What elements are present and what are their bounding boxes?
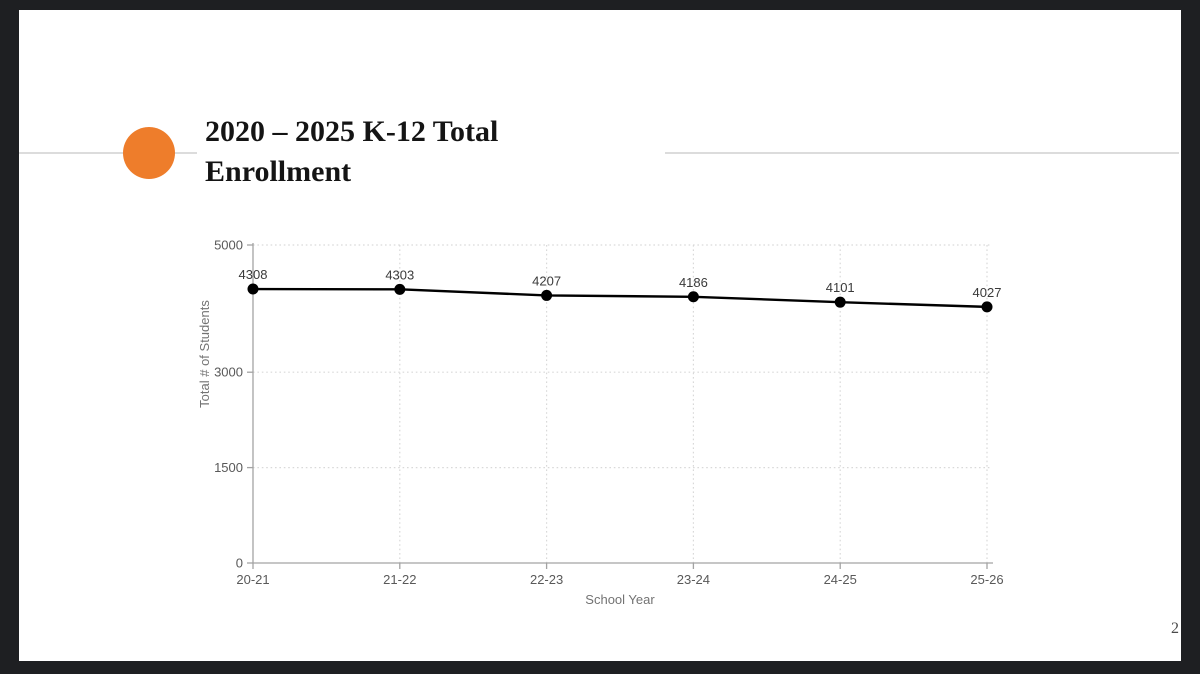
slide-title-line2: Enrollment <box>205 155 352 188</box>
accent-circle-icon <box>123 127 175 179</box>
data-point <box>834 296 846 308</box>
y-axis-title: Total # of Students <box>197 300 212 408</box>
x-tick-label: 22-23 <box>530 572 563 587</box>
x-tick-label: 23-24 <box>677 572 710 587</box>
data-label: 4027 <box>973 285 1002 300</box>
y-tick-label: 1500 <box>214 460 243 475</box>
y-tick-label: 5000 <box>214 238 243 253</box>
data-point <box>247 283 259 295</box>
gridlines <box>253 244 991 563</box>
page-number: 2 <box>1171 620 1179 637</box>
data-label: 4303 <box>385 267 414 282</box>
data-point <box>687 291 699 303</box>
x-tick-label: 25-26 <box>970 572 1003 587</box>
data-point <box>541 289 553 301</box>
data-label: 4207 <box>532 273 561 288</box>
y-tick-label: 0 <box>236 556 243 571</box>
data-point <box>981 301 993 313</box>
x-tick-label: 20-21 <box>236 572 269 587</box>
x-tick-label: 21-22 <box>383 572 416 587</box>
slide-title-line1: 2020 – 2025 K-12 Total <box>205 115 499 148</box>
data-label: 4308 <box>239 267 268 282</box>
data-label: 4186 <box>679 275 708 290</box>
slide-title: 2020 – 2025 K-12 Total Enrollment <box>205 112 498 192</box>
slide: 2020 – 2025 K-12 Total Enrollment 0 1500 3… <box>19 10 1181 661</box>
header-divider-left <box>19 152 197 154</box>
data-point <box>394 283 406 295</box>
header-divider-right <box>665 152 1179 154</box>
x-axis-title: School Year <box>585 592 655 607</box>
enrollment-line-chart: 0 1500 3000 5000 20-21 21-22 22-23 23-24 24-25 25… <box>197 238 1004 608</box>
series-line <box>252 287 988 309</box>
y-tick-label: 3000 <box>214 365 243 380</box>
x-tick-label: 24-25 <box>824 572 857 587</box>
data-label: 4101 <box>826 280 855 295</box>
axes: 0 1500 3000 5000 20-21 21-22 22-23 23-24 24-25 25… <box>214 238 1004 588</box>
